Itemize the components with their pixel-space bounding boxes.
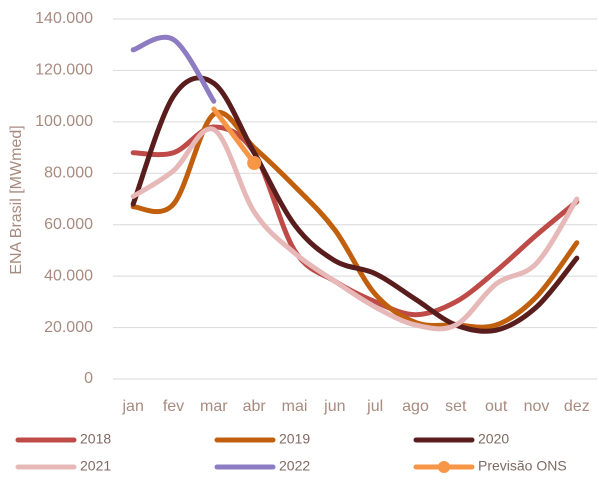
- legend-label: 2021: [80, 458, 111, 474]
- series-line: [130, 126, 580, 332]
- y-axis-label: ENA Brasil [MWmed]: [8, 125, 25, 274]
- x-tick-label: mai: [282, 398, 308, 415]
- x-tick-label: ago: [402, 398, 429, 415]
- legend-label: 2022: [279, 458, 310, 474]
- legend-label: 2018: [80, 431, 111, 447]
- series-line: [130, 34, 217, 104]
- x-tick-label: set: [445, 398, 467, 415]
- x-tick-label: mar: [200, 398, 228, 415]
- x-tick-label: fev: [163, 398, 184, 415]
- legend-label: 2020: [478, 431, 509, 447]
- x-tick-label: out: [485, 398, 508, 415]
- y-tick-label: 40.000: [44, 267, 93, 284]
- x-tick-label: jan: [121, 398, 143, 415]
- y-tick-label: 120.000: [35, 62, 93, 79]
- y-tick-label: 20.000: [44, 319, 93, 336]
- x-tick-label: jul: [366, 398, 383, 415]
- y-tick-label: 140.000: [35, 10, 93, 27]
- x-tick-label: jun: [323, 398, 345, 415]
- legend-label: 2019: [279, 431, 310, 447]
- x-tick-label: abr: [243, 398, 267, 415]
- marker: [247, 156, 262, 170]
- legend-label: Previsão ONS: [478, 458, 567, 474]
- y-tick-label: 100.000: [35, 113, 93, 130]
- x-tick-label: nov: [524, 398, 550, 415]
- series-line: [130, 124, 580, 318]
- y-tick-label: 60.000: [44, 216, 93, 233]
- y-tick-label: 0: [84, 370, 93, 387]
- legend-marker: [438, 461, 450, 473]
- y-tick-label: 80.000: [44, 165, 93, 182]
- x-tick-label: dez: [564, 398, 590, 415]
